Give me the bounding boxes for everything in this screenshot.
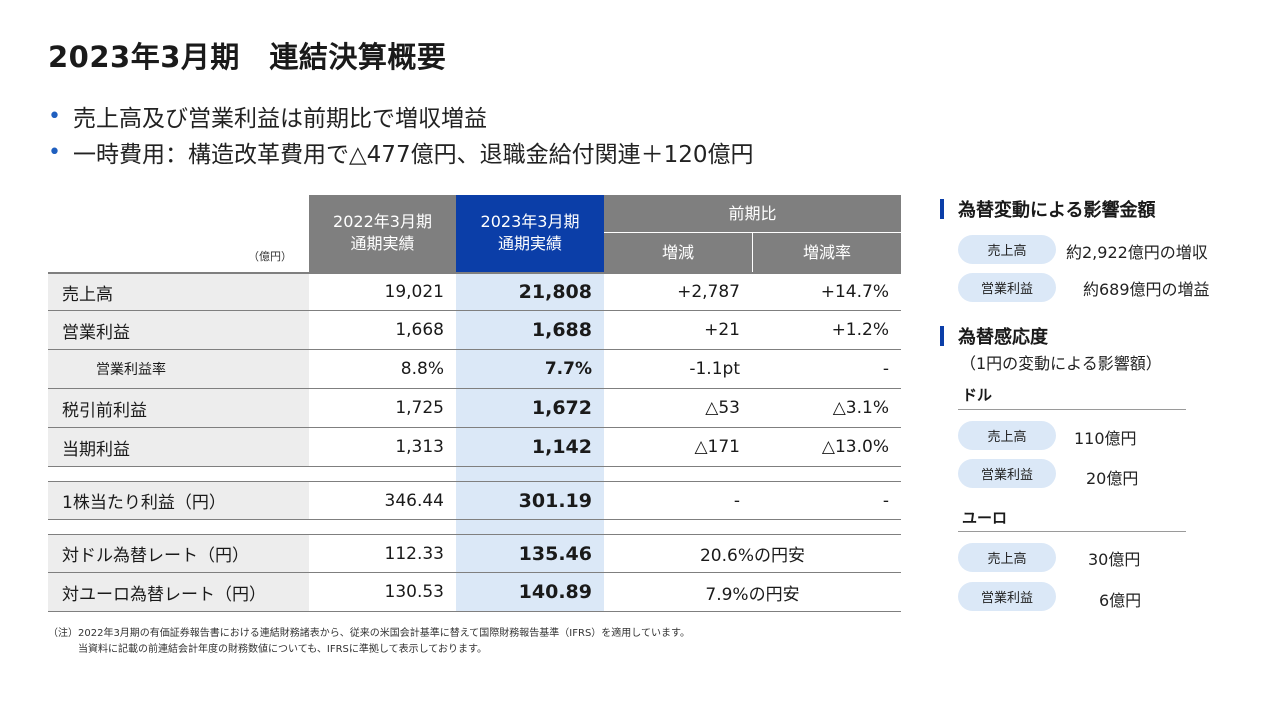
value-change: +21 [704, 320, 740, 340]
row-label: 対ユーロ為替レート（円） [48, 573, 309, 611]
value-fy2023: 1,688 [456, 311, 604, 349]
value-change-rate: - [882, 359, 889, 379]
header-fy2023: 2023年3月期 通期実績 [456, 195, 604, 272]
header-fy2022: 2022年3月期 通期実績 [309, 195, 456, 272]
value-fy2022: 1,668 [395, 320, 444, 340]
eur-op-pill: 営業利益 [958, 582, 1056, 611]
footnote-line: 当資料に記載の前連結会計年度の財務数値についても、IFRSに準拠して表示しており… [78, 644, 487, 655]
table-row: 1株当たり利益（円） 346.44 301.19 - - [48, 481, 901, 520]
bullet-text: 売上高及び営業利益は前期比で増収増益 [72, 106, 487, 132]
value-change: △171 [694, 437, 740, 457]
value-fy2023: 7.7% [456, 350, 604, 388]
usd-sales-value: 110億円 [1074, 429, 1137, 448]
table-row: 売上高 19,021 21,808 +2,787 +14.7% [48, 272, 901, 311]
header-yoy: 前期比 [604, 195, 901, 232]
value-fy2022: 19,021 [384, 282, 444, 302]
table-header: （億円） 2022年3月期 通期実績 2023年3月期 通期実績 前期比 増減 増減… [48, 195, 901, 272]
sensitivity-subtitle: （1円の変動による影響額） [960, 354, 1162, 373]
value-change-rate: - [882, 490, 889, 511]
bullet-item: • 売上高及び営業利益は前期比で増収増益 [48, 98, 753, 134]
spacer-highlight [456, 520, 604, 534]
value-fy2022: 346.44 [384, 490, 444, 511]
value-fy2022: 1,725 [395, 398, 444, 418]
table-spacer [48, 520, 901, 534]
value-fy2023: 140.89 [456, 573, 604, 611]
bullet-dot-icon: • [48, 103, 61, 129]
currency-eur-label: ユーロ [962, 509, 1008, 527]
value-change: △53 [705, 398, 740, 418]
value-fy2022: 112.33 [384, 543, 444, 564]
value-change: - [733, 490, 740, 511]
value-change: +2,787 [677, 282, 740, 302]
value-change: -1.1pt [689, 359, 740, 379]
fx-impact-op-value: 約689億円の増益 [1083, 280, 1210, 299]
table-row: 対ドル為替レート（円） 112.33 135.46 20.6%の円安 [48, 534, 901, 573]
header-change: 増減 [604, 233, 752, 272]
footnotes: （注）2022年3月期の有価証券報告書における連結財務諸表から、従来の米国会計基… [48, 626, 690, 658]
usd-sales-pill: 売上高 [958, 421, 1056, 450]
footnote-line: （注）2022年3月期の有価証券報告書における連結財務諸表から、従来の米国会計基… [48, 628, 691, 639]
value-fy2022: 8.8% [400, 359, 444, 379]
sensitivity-title-text: 為替感応度 [958, 327, 1048, 348]
table-row: 税引前利益 1,725 1,672 △53 △3.1% [48, 389, 901, 428]
value-fx-change: 20.6%の円安 [699, 546, 805, 566]
value-change-rate: △3.1% [832, 398, 889, 418]
value-change-rate: +1.2% [831, 320, 889, 340]
spacer-highlight [456, 467, 604, 481]
bullet-dot-icon: • [48, 139, 61, 165]
page-title: 2023年3月期 連結決算概要 [48, 40, 447, 74]
row-label: 1株当たり利益（円） [48, 482, 309, 519]
fx-impact-op-pill: 営業利益 [958, 273, 1056, 302]
section-bar-icon [940, 199, 944, 219]
value-fy2023: 135.46 [456, 535, 604, 572]
fx-impact-sales-pill: 売上高 [958, 235, 1056, 264]
table-row: 当期利益 1,313 1,142 △171 △13.0% [48, 428, 901, 467]
eur-sales-value: 30億円 [1088, 550, 1141, 569]
bullet-list: • 売上高及び営業利益は前期比で増収増益 • 一時費用：構造改革費用で△477億円、… [48, 98, 753, 170]
table-row: 営業利益率 8.8% 7.7% -1.1pt - [48, 350, 901, 389]
bullet-text: 一時費用：構造改革費用で△477億円、退職金給付関連＋120億円 [72, 142, 754, 168]
currency-usd-label: ドル [962, 386, 993, 404]
row-label: 営業利益率 [48, 350, 309, 388]
value-change-rate: △13.0% [821, 437, 889, 457]
table-row: 営業利益 1,668 1,688 +21 +1.2% [48, 311, 901, 350]
header-fy2023-line1: 2023年3月期 [480, 212, 580, 231]
unit-label: （億円） [248, 250, 292, 263]
row-label: 対ドル為替レート（円） [48, 535, 309, 572]
row-label: 営業利益 [48, 311, 309, 349]
table-spacer [48, 467, 901, 481]
fx-impact-title-text: 為替変動による影響金額 [958, 200, 1156, 221]
usd-op-pill: 営業利益 [958, 459, 1056, 488]
table-row: 対ユーロ為替レート（円） 130.53 140.89 7.9%の円安 [48, 573, 901, 612]
row-label: 税引前利益 [48, 389, 309, 427]
fx-impact-title: 為替変動による影響金額 [940, 196, 1155, 222]
usd-op-value: 20億円 [1086, 469, 1139, 488]
value-fy2023: 301.19 [456, 482, 604, 519]
row-label: 売上高 [48, 274, 309, 310]
eur-sales-pill: 売上高 [958, 543, 1056, 572]
bullet-item: • 一時費用：構造改革費用で△477億円、退職金給付関連＋120億円 [48, 134, 753, 170]
fx-impact-sales-value: 約2,922億円の増収 [1066, 243, 1208, 262]
value-fy2023: 1,672 [456, 389, 604, 427]
header-fy2022-line1: 2022年3月期 [333, 212, 432, 231]
row-label: 当期利益 [48, 428, 309, 466]
value-fy2023: 1,142 [456, 428, 604, 466]
value-change-rate: +14.7% [820, 282, 889, 302]
header-change-rate: 増減率 [753, 233, 901, 272]
divider [958, 409, 1186, 410]
value-fy2022: 1,313 [395, 437, 444, 457]
results-table: （億円） 2022年3月期 通期実績 2023年3月期 通期実績 前期比 増減 増減… [48, 195, 901, 612]
header-fy2022-line2: 通期実績 [350, 234, 415, 253]
eur-op-value: 6億円 [1099, 591, 1142, 610]
value-fy2023: 21,808 [456, 274, 604, 310]
divider [958, 531, 1186, 532]
section-bar-icon [940, 326, 944, 346]
value-fx-change: 7.9%の円安 [705, 584, 800, 605]
sensitivity-title: 為替感応度 [940, 323, 1048, 349]
header-fy2023-line2: 通期実績 [497, 234, 562, 253]
value-fy2022: 130.53 [384, 582, 444, 602]
